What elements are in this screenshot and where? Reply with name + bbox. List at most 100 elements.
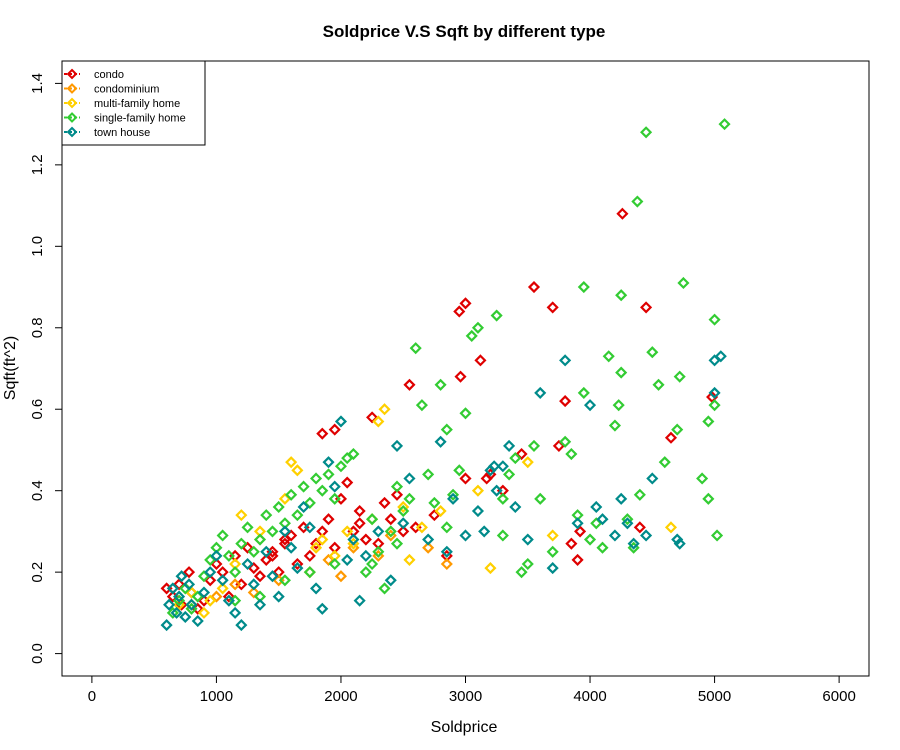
x-tick-label: 4000 [573, 688, 606, 705]
data-point [474, 354, 487, 367]
legend-marker [66, 97, 78, 109]
data-point [696, 472, 709, 485]
data-point [260, 509, 273, 522]
data-point [310, 541, 323, 554]
data-point [322, 513, 335, 526]
data-point [372, 545, 385, 558]
legend-entry: condo [94, 69, 124, 81]
data-point [170, 606, 183, 619]
data-point [640, 301, 653, 314]
data-point [278, 574, 291, 587]
data-point [403, 553, 416, 566]
data-point [615, 366, 628, 379]
data-point [210, 590, 223, 603]
data-point [633, 521, 646, 534]
data-point [546, 529, 559, 542]
legend: condo condominium multi-family home single-… [61, 60, 206, 146]
data-point [316, 484, 329, 497]
data-point [596, 513, 609, 526]
data-point [490, 309, 503, 322]
data-point [222, 590, 235, 603]
data-point [291, 562, 304, 575]
x-tick-label: 6000 [822, 688, 855, 705]
data-point [378, 582, 391, 595]
data-point [235, 619, 248, 632]
data-point [640, 126, 653, 139]
data-point [571, 517, 584, 530]
data-point [708, 386, 721, 399]
data-point [322, 468, 335, 481]
data-point [509, 500, 522, 514]
data-point [347, 447, 360, 461]
data-point [359, 566, 372, 579]
data-point [303, 521, 316, 534]
data-point [372, 525, 385, 538]
data-point [616, 207, 629, 220]
data-point [297, 500, 310, 514]
data-point [241, 557, 254, 571]
data-point [440, 545, 453, 558]
data-point [577, 386, 590, 399]
legend-entry: condominium [94, 84, 159, 96]
data-point [341, 476, 354, 489]
data-point [291, 464, 304, 477]
x-tick-label: 1000 [200, 688, 233, 705]
data-point [440, 521, 453, 534]
data-point [677, 276, 690, 290]
data-point [484, 562, 497, 575]
data-point [353, 504, 366, 518]
data-point [583, 399, 597, 412]
y-tick-label: 0.4 [29, 480, 46, 501]
data-point [247, 578, 260, 591]
data-point [310, 472, 323, 485]
data-point [471, 321, 485, 334]
data-point [403, 472, 416, 485]
x-tick-label: 0 [88, 688, 96, 705]
data-point [434, 504, 447, 518]
data-point [328, 557, 341, 571]
data-point [359, 533, 372, 546]
data-point [303, 496, 316, 509]
legend-marker [66, 126, 78, 138]
data-point [204, 594, 217, 607]
data-point [173, 590, 186, 603]
data-point [521, 456, 534, 469]
data-point [521, 533, 534, 546]
data-point [235, 537, 248, 550]
data-point [503, 468, 516, 481]
data-point [384, 525, 397, 538]
data-point [718, 118, 731, 131]
data-point [253, 598, 267, 611]
x-axis-label: Soldprice [431, 719, 498, 736]
data-point [471, 504, 485, 518]
data-point [422, 541, 435, 554]
x-axis: 0 1000 2000 3000 4000 5000 6000 [88, 675, 856, 705]
data-point [488, 460, 501, 473]
x-tick-label: 5000 [698, 688, 731, 705]
data-point [702, 415, 715, 428]
data-point [297, 480, 310, 493]
data-point [631, 195, 644, 208]
data-point [673, 537, 686, 550]
data-point [714, 350, 727, 363]
data-point [415, 399, 428, 412]
data-point [546, 545, 559, 558]
series-single-family-home [166, 118, 731, 619]
data-point [328, 480, 341, 493]
data-point [602, 350, 615, 363]
y-tick-label: 0.2 [29, 562, 46, 583]
data-point [163, 598, 176, 611]
data-point [322, 456, 335, 469]
data-point [621, 517, 634, 530]
data-point [303, 549, 316, 562]
legend-box [61, 60, 206, 146]
data-point [397, 504, 410, 518]
data-point [303, 566, 316, 579]
data-point [291, 509, 304, 522]
data-point [515, 447, 528, 461]
y-tick-label: 0.0 [29, 643, 46, 664]
data-point [527, 280, 541, 294]
y-tick-label: 1.0 [29, 236, 46, 257]
data-point [664, 521, 678, 534]
data-point [515, 566, 528, 579]
